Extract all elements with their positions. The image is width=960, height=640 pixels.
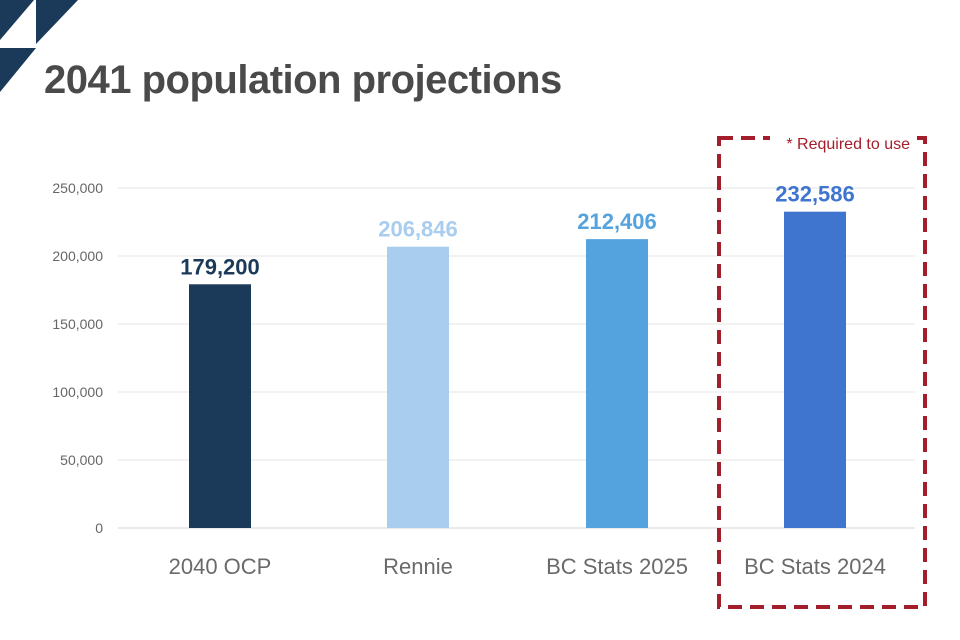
x-category-label: BC Stats 2024	[744, 554, 886, 579]
bar-2040-ocp	[189, 284, 251, 528]
y-tick-label: 200,000	[52, 248, 103, 264]
logo-triangle-top	[0, 0, 34, 40]
required-note: * Required to use	[786, 136, 910, 153]
y-tick-label: 0	[95, 520, 103, 536]
logo-triangle-bottom	[0, 48, 36, 92]
x-axis-categories: 2040 OCP Rennie BC Stats 2025 BC Stats 2024	[169, 554, 886, 579]
y-axis-ticks: 0 50,000 100,000 150,000 200,000 250,000	[52, 180, 103, 536]
data-label: 232,586	[775, 182, 855, 207]
highlight-dashed-box	[717, 136, 927, 609]
x-category-label: BC Stats 2025	[546, 554, 688, 579]
logo-triangle-right	[36, 0, 78, 44]
bars	[189, 211, 846, 528]
y-tick-label: 100,000	[52, 384, 103, 400]
y-tick-label: 250,000	[52, 180, 103, 196]
data-label: 212,406	[577, 209, 657, 234]
highlight-group: * Required to use	[717, 130, 927, 609]
x-category-label: Rennie	[383, 554, 453, 579]
data-label: 206,846	[378, 217, 458, 242]
bar-bc-stats-2025	[586, 239, 648, 528]
corner-logo	[0, 0, 78, 92]
page-title: 2041 population projections	[44, 58, 562, 102]
x-category-label: 2040 OCP	[169, 554, 272, 579]
bar-rennie	[387, 246, 449, 528]
note-background	[770, 130, 914, 152]
y-tick-label: 150,000	[52, 316, 103, 332]
y-tick-label: 50,000	[60, 452, 103, 468]
data-labels: 179,200 206,846 212,406 232,586	[180, 182, 855, 280]
data-label: 179,200	[180, 254, 260, 279]
bar-bc-stats-2024	[784, 211, 846, 528]
